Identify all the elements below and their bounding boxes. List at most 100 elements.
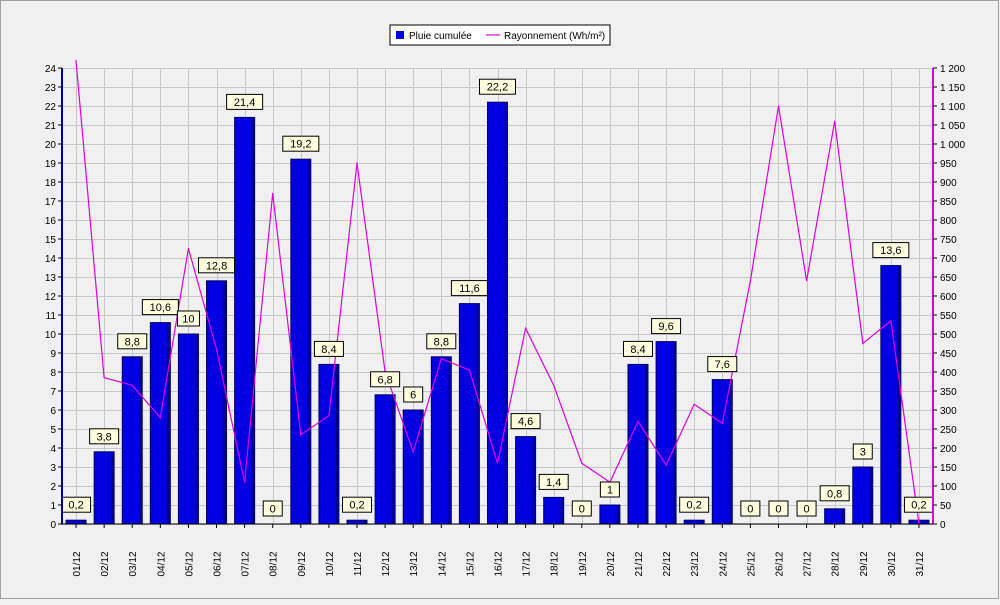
legend-bar-label: Pluie cumulée [409, 31, 472, 42]
x-tick-label: 11/12 [353, 551, 364, 576]
radiation-point [721, 422, 723, 424]
right-tick-label: 100 [940, 482, 957, 493]
left-tick-label: 18 [45, 178, 57, 189]
rain-bar-shade [420, 411, 423, 524]
right-tick-label: 950 [940, 159, 957, 170]
bar-value-box [342, 496, 373, 513]
bar-value-box [622, 340, 653, 357]
x-tick-label: 05/12 [184, 551, 195, 576]
bar-value-label: 0,2 [687, 500, 702, 512]
left-tick-label: 3 [50, 463, 56, 474]
bar-value-label: 0 [270, 504, 276, 516]
right-tick-label: 300 [940, 406, 957, 417]
radiation-point [834, 120, 836, 122]
left-tick-label: 5 [50, 425, 56, 436]
radiation-point [777, 105, 780, 107]
bar-value-box [282, 135, 320, 152]
bar-value-label: 10 [182, 314, 194, 326]
rain-bar-shade [111, 452, 114, 524]
bar-value-label: 0,2 [68, 500, 83, 512]
bar-value-label: 0,2 [349, 500, 364, 512]
left-tick-label: 24 [45, 64, 57, 75]
bar-value-box [872, 242, 910, 259]
rain-bar-shade [532, 437, 535, 524]
radiation-point [862, 342, 864, 345]
rain-bar-shade [307, 160, 310, 524]
radiation-point [215, 348, 218, 350]
left-tick-label: 17 [45, 197, 57, 208]
bar-value-label: 6,8 [377, 374, 392, 386]
x-tick-label: 07/12 [241, 551, 252, 576]
left-tick-label: 13 [45, 273, 57, 284]
radiation-point [890, 320, 892, 322]
x-tick-label: 26/12 [774, 551, 785, 576]
radiation-point [440, 358, 442, 360]
x-tick-label: 31/12 [915, 551, 926, 576]
x-tick-label: 15/12 [465, 551, 476, 576]
radiation-point [496, 462, 499, 464]
bar-value-box [571, 500, 592, 517]
radiation-point [187, 247, 190, 250]
bar-value-label: 8,4 [630, 344, 645, 356]
rain-bar-shade [83, 521, 86, 524]
bar-value-label: 3 [860, 447, 866, 459]
bar-value-box [117, 333, 148, 350]
right-tick-label: 700 [940, 254, 957, 265]
x-tick-label: 10/12 [325, 551, 336, 576]
right-tick-label: 50 [940, 501, 952, 512]
x-tick-label: 23/12 [690, 551, 701, 576]
left-tick-label: 4 [50, 444, 56, 455]
radiation-point [328, 415, 330, 417]
x-tick-label: 01/12 [72, 551, 83, 576]
left-tick-label: 7 [50, 387, 56, 398]
bar-value-box [89, 428, 120, 445]
right-tick-label: 0 [940, 520, 946, 531]
right-tick-label: 1 050 [940, 121, 965, 132]
right-tick-label: 350 [940, 387, 957, 398]
bar-value-box [852, 443, 873, 460]
rain-bar-shade [504, 103, 507, 524]
right-tick-label: 250 [940, 425, 957, 436]
right-tick-label: 800 [940, 216, 957, 227]
right-tick-label: 600 [940, 292, 957, 303]
bar-value-label: 12,8 [206, 260, 227, 272]
radiation-point [524, 327, 527, 329]
bar-value-label: 21,4 [234, 97, 255, 109]
rain-bar-shade [925, 521, 928, 524]
x-tick-label: 29/12 [859, 551, 870, 576]
x-tick-label: 09/12 [297, 551, 308, 576]
rain-bar-shade [476, 304, 479, 524]
x-tick-label: 18/12 [550, 551, 561, 576]
right-tick-label: 500 [940, 330, 957, 341]
bar-value-label: 11,6 [459, 283, 480, 295]
rain-bar-shade [223, 281, 226, 524]
bar-value-box [403, 386, 424, 403]
x-tick-label: 08/12 [269, 551, 280, 576]
bar-value-label: 0,8 [827, 488, 842, 500]
left-tick-label: 16 [45, 216, 57, 227]
left-tick-label: 10 [45, 330, 57, 341]
bar-value-label: 0 [804, 504, 810, 516]
bar-value-box [426, 333, 457, 350]
bar-value-box [768, 500, 789, 517]
x-tick-label: 27/12 [803, 551, 814, 576]
left-tick-label: 22 [45, 102, 57, 113]
radiation-point [159, 417, 161, 419]
bar-value-label: 19,2 [290, 139, 311, 151]
x-tick-label: 04/12 [156, 551, 167, 576]
x-tick-label: 17/12 [522, 551, 533, 576]
x-tick-label: 14/12 [437, 551, 448, 576]
bar-value-label: 8,8 [125, 336, 140, 348]
bar-value-box [819, 485, 850, 502]
left-tick-label: 11 [46, 311, 57, 322]
left-tick-label: 14 [45, 254, 57, 265]
rain-bar-shade [448, 357, 451, 524]
right-tick-label: 650 [940, 273, 957, 284]
right-tick-label: 1 000 [940, 140, 965, 151]
x-tick-label: 06/12 [213, 551, 224, 576]
radiation-point [749, 280, 751, 282]
rain-bar-shade [869, 468, 872, 524]
bar-value-label: 22,2 [487, 82, 508, 94]
radiation-point [805, 280, 808, 282]
